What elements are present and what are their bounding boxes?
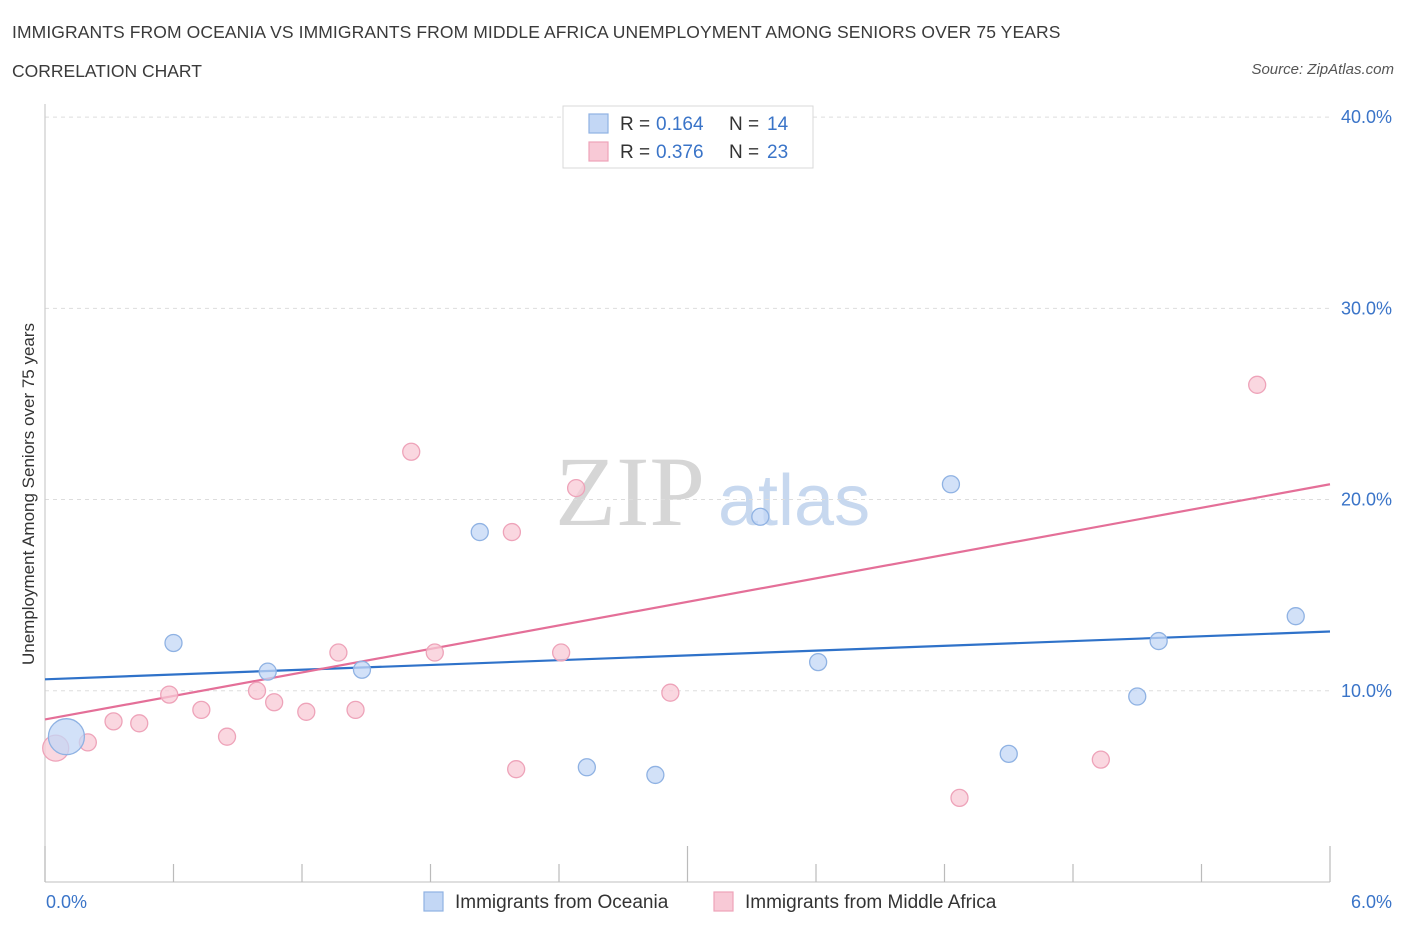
- y-tick-label-10: 10.0%: [1341, 681, 1392, 701]
- point-middle-africa-7: [247, 681, 267, 700]
- point-middle-africa-4: [160, 685, 179, 704]
- y-tick-labels: 10.0% 20.0% 30.0% 40.0%: [1341, 107, 1392, 701]
- point-middle-africa-12: [402, 442, 421, 461]
- point-middle-africa-18: [661, 683, 680, 702]
- legend-n-value-middle-africa: 23: [767, 142, 788, 163]
- gridlines: [45, 116, 1330, 692]
- point-oceania-3: [352, 660, 372, 679]
- x-tick-label-min: 0.0%: [46, 892, 87, 912]
- point-middle-africa-3: [130, 714, 149, 733]
- legend-r-value-oceania: 0.164: [656, 114, 704, 135]
- legend-n-value-oceania: 14: [767, 114, 789, 135]
- y-tick-label-30: 30.0%: [1341, 298, 1392, 318]
- legend-n-label-middle-africa: N =: [729, 142, 759, 163]
- point-middle-africa-13: [425, 643, 444, 662]
- point-oceania-9: [941, 475, 961, 494]
- source-credit: Source: ZipAtlas.com: [1251, 61, 1394, 78]
- point-middle-africa-8: [265, 693, 284, 712]
- point-oceania-6: [646, 765, 665, 785]
- trend-line-oceania: [44, 630, 1331, 681]
- point-oceania-4: [470, 522, 489, 542]
- point-oceania-8: [808, 652, 828, 672]
- watermark-atlas: atlas: [718, 461, 870, 541]
- point-oceania-11: [1128, 687, 1147, 706]
- watermark: ZIP atlas: [555, 436, 870, 547]
- legend-r-label-middle-africa: R =: [620, 142, 650, 163]
- point-oceania-13: [1286, 607, 1305, 626]
- point-middle-africa-20: [950, 788, 969, 808]
- point-oceania-2: [258, 662, 277, 681]
- series-legend: Immigrants from Oceania Immigrants from …: [423, 891, 997, 913]
- point-oceania-0: [47, 718, 86, 756]
- x-tick-label-max: 6.0%: [1351, 892, 1392, 912]
- y-tick-label-20: 20.0%: [1341, 490, 1392, 510]
- legend-r-value-middle-africa: 0.376: [656, 142, 704, 163]
- legend-swatch-oceania: [588, 113, 609, 134]
- legend-n-label-oceania: N =: [729, 114, 759, 135]
- series-legend-swatch-oceania: [423, 891, 444, 912]
- correlation-legend: R = 0.164 N = 14 R = 0.376 N = 23: [562, 105, 814, 169]
- point-middle-africa-11: [346, 700, 365, 720]
- point-middle-africa-17: [566, 478, 586, 498]
- chart-subtitle: CORRELATION CHART: [12, 61, 202, 81]
- point-middle-africa-15: [507, 760, 526, 779]
- trend-line-middle-africa: [44, 483, 1331, 721]
- point-middle-africa-16: [551, 643, 571, 662]
- series-legend-label-middle-africa: Immigrants from Middle Africa: [745, 892, 997, 913]
- data-points: [42, 107, 1305, 808]
- point-oceania-12: [1149, 631, 1168, 651]
- point-middle-africa-21: [1091, 750, 1110, 769]
- point-middle-africa-6: [217, 727, 237, 746]
- point-middle-africa-22: [1248, 375, 1267, 394]
- legend-swatch-middle-africa: [588, 141, 609, 162]
- y-axis-title: Unemployment Among Seniors over 75 years: [19, 323, 38, 665]
- point-middle-africa-14: [502, 522, 522, 542]
- point-middle-africa-9: [297, 702, 316, 721]
- legend-r-label-oceania: R =: [620, 114, 650, 135]
- series-legend-label-oceania: Immigrants from Oceania: [455, 892, 669, 913]
- point-oceania-7: [751, 507, 770, 526]
- chart-title: IMMIGRANTS FROM OCEANIA VS IMMIGRANTS FR…: [12, 22, 1061, 42]
- x-tick-labels: 0.0% 6.0%: [46, 892, 1392, 912]
- point-oceania-10: [999, 744, 1018, 764]
- point-middle-africa-10: [329, 643, 348, 662]
- point-middle-africa-2: [104, 712, 123, 731]
- point-middle-africa-5: [192, 700, 211, 720]
- y-tick-label-40: 40.0%: [1341, 107, 1392, 127]
- point-oceania-1: [164, 633, 183, 653]
- point-oceania-5: [577, 758, 596, 777]
- series-legend-swatch-middle-africa: [713, 891, 734, 912]
